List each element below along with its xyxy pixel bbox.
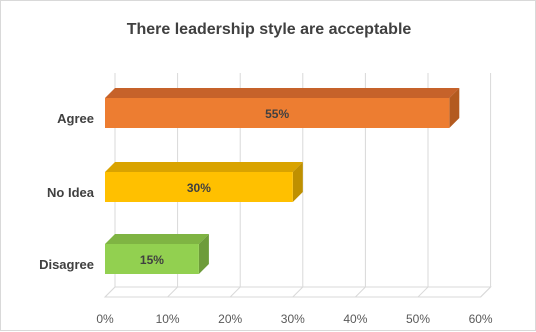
x-tick-label: 50% [406, 312, 430, 326]
bar-top-face [105, 234, 209, 244]
y-category-label: No Idea [47, 185, 95, 200]
gridline-floor [355, 286, 366, 298]
gridline-floor [104, 286, 116, 298]
bar-top-face [105, 162, 303, 172]
bar [105, 98, 450, 128]
x-tick-label: 20% [218, 312, 242, 326]
x-tick-label: 40% [343, 312, 367, 326]
y-category-label: Disagree [39, 257, 94, 272]
x-tick-label: 0% [96, 312, 114, 326]
gridline-floor [167, 286, 178, 298]
bar [105, 172, 293, 202]
gridline-floor [480, 286, 491, 298]
x-tick-label: 60% [469, 312, 493, 326]
data-label: 15% [140, 253, 164, 267]
bar [105, 244, 199, 274]
data-label: 30% [187, 181, 211, 195]
data-label: 55% [265, 107, 289, 121]
bar-side-face [198, 234, 209, 274]
gridline-floor [229, 286, 241, 298]
bar-side-face [449, 88, 460, 128]
gridline-floor [417, 286, 429, 298]
gridline-floor [292, 286, 304, 298]
bar-side-face [292, 162, 303, 202]
chart-title: There leadership style are acceptable [126, 21, 412, 38]
bar-top-face [105, 88, 460, 98]
x-tick-label: 30% [281, 312, 305, 326]
x-tick-label: 10% [156, 312, 180, 326]
y-category-label: Agree [57, 111, 94, 126]
